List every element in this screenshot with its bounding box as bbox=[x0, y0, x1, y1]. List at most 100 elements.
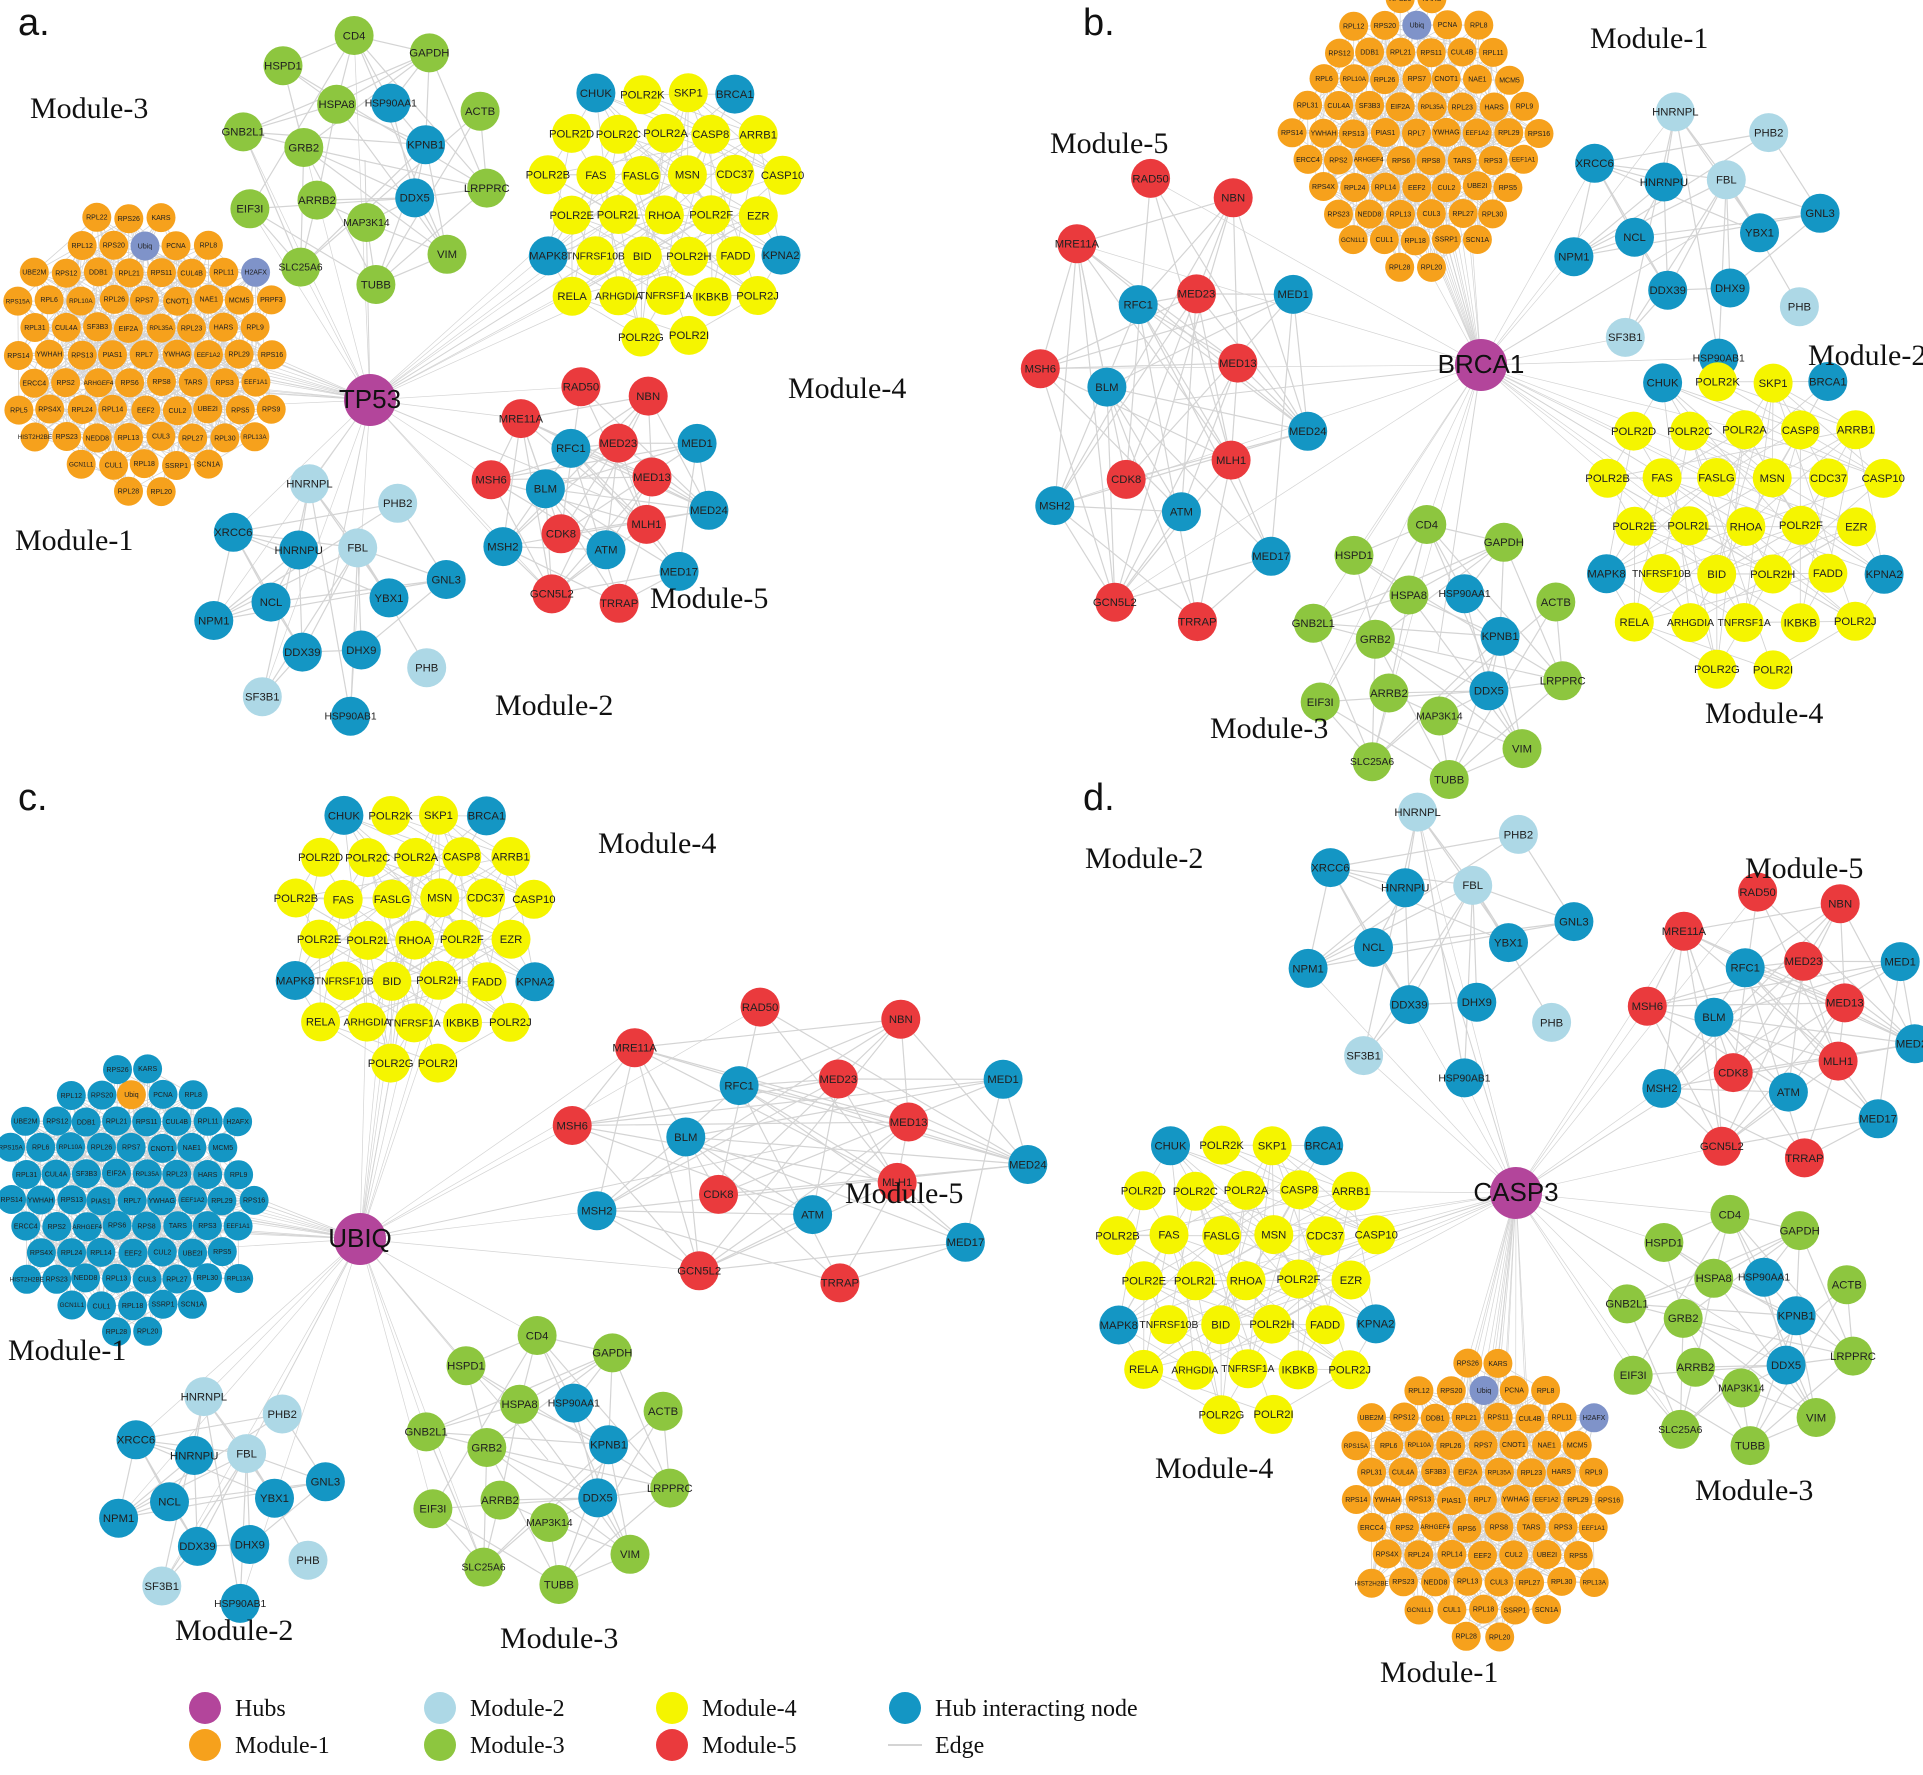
svg-text:SSRP1: SSRP1 bbox=[165, 463, 188, 470]
svg-text:DDB1: DDB1 bbox=[1426, 1416, 1445, 1423]
svg-text:NPM1: NPM1 bbox=[198, 615, 229, 627]
svg-text:MED1: MED1 bbox=[987, 1074, 1018, 1086]
svg-text:HSPA8: HSPA8 bbox=[501, 1399, 537, 1411]
svg-text:RPS23: RPS23 bbox=[1327, 212, 1349, 219]
svg-text:ACTB: ACTB bbox=[465, 106, 495, 118]
svg-text:RPL21: RPL21 bbox=[1455, 1415, 1477, 1422]
svg-text:ARRB1: ARRB1 bbox=[1837, 425, 1875, 437]
svg-text:LRPPRC: LRPPRC bbox=[1540, 676, 1586, 688]
svg-text:RPS12: RPS12 bbox=[55, 271, 77, 278]
svg-text:CUL3: CUL3 bbox=[138, 1277, 156, 1284]
svg-text:RPS2: RPS2 bbox=[1329, 157, 1347, 164]
svg-text:SSRP1: SSRP1 bbox=[1504, 1607, 1527, 1614]
svg-text:CUL4B: CUL4B bbox=[166, 1119, 189, 1126]
svg-text:RPS20: RPS20 bbox=[1374, 23, 1396, 30]
svg-text:RPS6: RPS6 bbox=[120, 380, 138, 387]
svg-text:NAE1: NAE1 bbox=[183, 1145, 201, 1152]
svg-text:BRCA1: BRCA1 bbox=[1438, 349, 1525, 379]
svg-text:CDK8: CDK8 bbox=[1718, 1068, 1748, 1080]
svg-text:RPS11: RPS11 bbox=[1420, 50, 1442, 57]
svg-text:XRCC6: XRCC6 bbox=[214, 527, 252, 539]
svg-text:FBL: FBL bbox=[347, 543, 368, 555]
svg-text:RPS8: RPS8 bbox=[152, 379, 170, 386]
svg-text:HSPA8: HSPA8 bbox=[318, 99, 354, 111]
svg-text:TUBB: TUBB bbox=[1735, 1440, 1765, 1452]
svg-text:POLR2L: POLR2L bbox=[346, 935, 389, 947]
svg-text:RPL13: RPL13 bbox=[106, 1276, 128, 1283]
svg-text:NBN: NBN bbox=[636, 391, 660, 403]
svg-text:RPL31: RPL31 bbox=[24, 325, 46, 332]
svg-text:RPS13: RPS13 bbox=[61, 1197, 83, 1204]
svg-text:MCM5: MCM5 bbox=[1567, 1443, 1588, 1450]
svg-text:DDB1: DDB1 bbox=[77, 1119, 96, 1126]
svg-text:RPS5: RPS5 bbox=[1569, 1553, 1587, 1560]
svg-text:DDX39: DDX39 bbox=[1649, 285, 1685, 297]
svg-text:RPS14: RPS14 bbox=[7, 353, 29, 360]
svg-text:RPS4X: RPS4X bbox=[1376, 1551, 1399, 1558]
svg-text:MAPK8: MAPK8 bbox=[529, 251, 567, 263]
svg-text:MLH1: MLH1 bbox=[1823, 1056, 1853, 1068]
svg-text:RPL6: RPL6 bbox=[40, 297, 58, 304]
svg-text:UBIQ: UBIQ bbox=[328, 1223, 392, 1253]
svg-text:DDX5: DDX5 bbox=[1771, 1360, 1801, 1372]
svg-text:CUL2: CUL2 bbox=[1437, 185, 1455, 192]
svg-text:SF3B3: SF3B3 bbox=[1425, 1469, 1447, 1476]
svg-text:POLR2B: POLR2B bbox=[274, 893, 319, 905]
svg-text:RPL10A: RPL10A bbox=[59, 1144, 83, 1151]
svg-text:Ubiq: Ubiq bbox=[1410, 23, 1425, 30]
svg-text:HARS: HARS bbox=[1484, 104, 1504, 111]
svg-text:BRCA1: BRCA1 bbox=[716, 89, 754, 101]
svg-text:YWHAH: YWHAH bbox=[36, 352, 62, 359]
svg-text:GCN1L1: GCN1L1 bbox=[1407, 1607, 1432, 1614]
svg-text:RPL13: RPL13 bbox=[1390, 212, 1412, 219]
svg-text:GRB2: GRB2 bbox=[1360, 634, 1391, 646]
svg-text:RPL20: RPL20 bbox=[150, 489, 172, 496]
svg-text:CD4: CD4 bbox=[526, 1330, 549, 1342]
svg-text:Edge: Edge bbox=[935, 1733, 984, 1759]
svg-text:ARHGDIA: ARHGDIA bbox=[595, 291, 642, 302]
svg-text:POLR2G: POLR2G bbox=[618, 332, 664, 344]
svg-text:CUL1: CUL1 bbox=[1443, 1607, 1461, 1614]
svg-text:HIST2H2BE: HIST2H2BE bbox=[18, 434, 52, 441]
svg-text:FASLG: FASLG bbox=[1203, 1230, 1239, 1242]
svg-text:FADD: FADD bbox=[472, 977, 502, 989]
svg-text:Module-5: Module-5 bbox=[702, 1733, 797, 1759]
svg-text:RPS15A: RPS15A bbox=[6, 298, 31, 305]
svg-text:RPL6: RPL6 bbox=[1315, 76, 1333, 83]
svg-text:POLR2J: POLR2J bbox=[736, 290, 779, 302]
svg-text:VIM: VIM bbox=[1806, 1412, 1826, 1424]
svg-text:MSN: MSN bbox=[427, 893, 452, 905]
svg-text:RPL9: RPL9 bbox=[1516, 104, 1534, 111]
svg-text:MSN: MSN bbox=[1261, 1230, 1286, 1242]
svg-text:HSP90AA1: HSP90AA1 bbox=[1438, 589, 1490, 600]
svg-text:POLR2H: POLR2H bbox=[1249, 1319, 1294, 1331]
svg-text:RPL5: RPL5 bbox=[10, 408, 28, 415]
svg-text:Hubs: Hubs bbox=[235, 1696, 286, 1722]
svg-text:EEF1A1: EEF1A1 bbox=[226, 1223, 250, 1230]
svg-text:MLH1: MLH1 bbox=[631, 519, 661, 531]
svg-text:Module-4: Module-4 bbox=[702, 1696, 797, 1722]
svg-text:KARS: KARS bbox=[1488, 1361, 1507, 1368]
svg-text:DDX5: DDX5 bbox=[1474, 686, 1504, 698]
svg-text:TNFRSF10B: TNFRSF10B bbox=[566, 251, 625, 262]
svg-text:GRB2: GRB2 bbox=[471, 1442, 502, 1454]
svg-text:PCNA: PCNA bbox=[153, 1092, 173, 1099]
svg-text:CUL4B: CUL4B bbox=[1451, 49, 1474, 56]
svg-text:DHX9: DHX9 bbox=[1715, 283, 1745, 295]
svg-text:HSP90AB1: HSP90AB1 bbox=[214, 1599, 266, 1610]
svg-text:EIF3I: EIF3I bbox=[1307, 697, 1334, 709]
svg-text:LRPPRC: LRPPRC bbox=[464, 183, 510, 195]
svg-text:SSRP1: SSRP1 bbox=[1435, 237, 1458, 244]
svg-text:IKBKB: IKBKB bbox=[446, 1018, 479, 1030]
svg-text:RELA: RELA bbox=[1620, 617, 1650, 629]
svg-text:RPL23: RPL23 bbox=[181, 326, 203, 333]
svg-text:ARRB1: ARRB1 bbox=[1332, 1186, 1370, 1198]
svg-text:RPL31: RPL31 bbox=[1297, 103, 1319, 110]
svg-text:HSPD1: HSPD1 bbox=[264, 61, 302, 73]
svg-text:RPL11: RPL11 bbox=[1552, 1415, 1573, 1422]
svg-text:NAE1: NAE1 bbox=[200, 297, 218, 304]
svg-text:RPL28: RPL28 bbox=[1389, 265, 1411, 272]
svg-text:DDX39: DDX39 bbox=[179, 1541, 215, 1553]
svg-text:RPL24: RPL24 bbox=[71, 407, 93, 414]
svg-text:KPNA2: KPNA2 bbox=[762, 250, 799, 262]
